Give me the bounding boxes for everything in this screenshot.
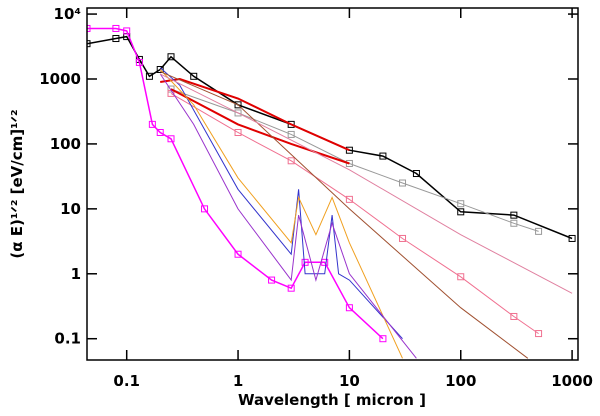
series-marker <box>156 128 164 136</box>
series-marker <box>321 258 329 266</box>
series-marker <box>112 35 120 43</box>
series-marker <box>156 66 164 74</box>
y-axis-label: (α E)¹ᐟ² [eV/cm]¹ᐟ² <box>8 109 26 258</box>
series-marker <box>457 208 465 216</box>
series-marker <box>87 24 91 32</box>
series-marker <box>399 179 407 187</box>
series-line <box>87 27 384 340</box>
x-tick-label: 1000 <box>551 372 593 390</box>
series-line <box>160 71 529 359</box>
series-marker <box>510 211 518 219</box>
series-marker <box>287 120 295 128</box>
series-line <box>159 73 573 294</box>
series-marker <box>234 250 242 258</box>
series-line <box>170 92 539 335</box>
y-tick-label: 0.1 <box>54 330 81 348</box>
series-marker <box>234 109 242 117</box>
y-tick-label: 1 <box>71 265 81 283</box>
y-tick-label: 10 <box>60 200 81 218</box>
series-marker <box>535 227 543 235</box>
series-line <box>159 69 403 359</box>
x-tick-label: 1 <box>233 372 243 390</box>
plot-area <box>87 24 576 359</box>
series-line <box>170 88 350 165</box>
series-marker <box>412 170 420 178</box>
series-marker <box>201 205 209 213</box>
series-marker <box>123 27 131 35</box>
series-marker <box>135 58 143 66</box>
axes-frame <box>86 7 579 361</box>
y-tick-label: 1000 <box>39 70 81 88</box>
x-tick-label: 100 <box>445 372 476 390</box>
series-marker <box>510 219 518 227</box>
series-marker <box>145 72 153 80</box>
series-marker <box>345 195 353 203</box>
series-line <box>160 77 350 152</box>
series-marker <box>190 72 198 80</box>
series-marker <box>301 258 309 266</box>
series-marker <box>379 335 387 343</box>
series-marker <box>535 330 543 338</box>
series-marker <box>345 304 353 312</box>
x-axis-label: Wavelength [ micron ] <box>238 391 426 409</box>
series-marker <box>268 276 276 284</box>
series-marker <box>287 157 295 165</box>
series-marker <box>287 284 295 292</box>
series-marker <box>457 200 465 208</box>
series-marker <box>379 152 387 160</box>
series-marker <box>399 234 407 242</box>
series-marker <box>87 40 91 48</box>
series-marker <box>234 101 242 109</box>
series-marker <box>148 120 156 128</box>
series-line <box>170 88 539 232</box>
series-marker <box>167 53 175 61</box>
series-line <box>159 67 403 340</box>
y-tick-label: 10⁴ <box>54 5 81 23</box>
series-marker <box>457 273 465 281</box>
x-tick-label: 10 <box>339 372 360 390</box>
series-marker <box>167 85 175 93</box>
series-line <box>159 73 417 359</box>
series-marker <box>167 135 175 143</box>
y-tick-label: 100 <box>50 135 81 153</box>
series-marker <box>568 234 576 242</box>
x-tick-label: 0.1 <box>113 372 140 390</box>
series-marker <box>112 24 120 32</box>
series-marker <box>234 128 242 136</box>
series-marker <box>345 146 353 154</box>
series-marker <box>510 312 518 320</box>
series-marker <box>287 130 295 138</box>
